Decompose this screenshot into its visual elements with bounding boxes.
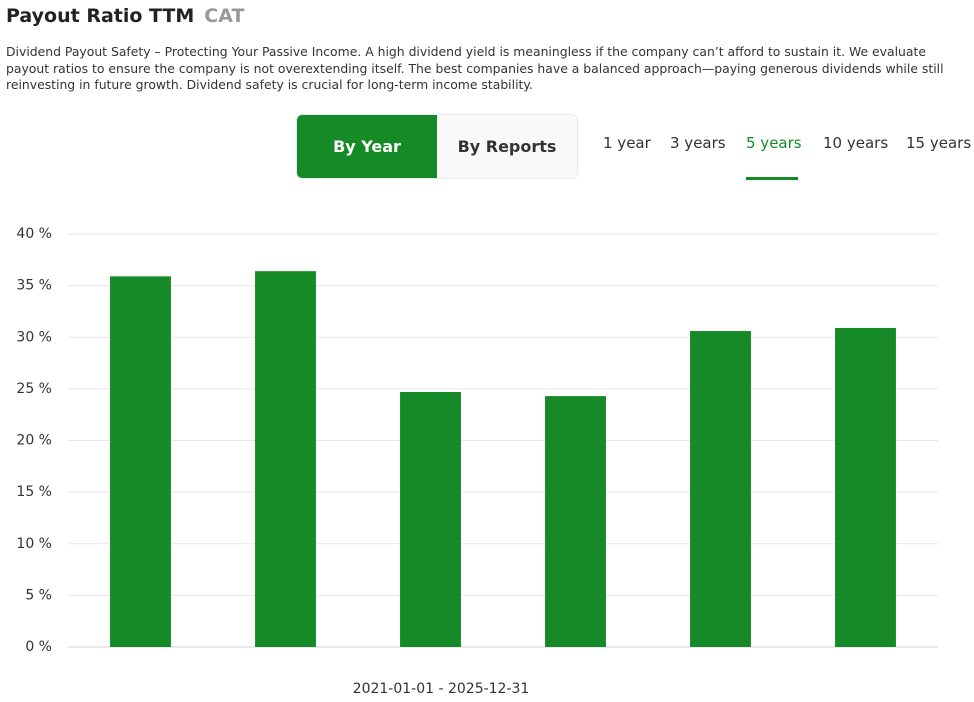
bar <box>400 391 461 647</box>
bar <box>545 396 606 647</box>
x-axis-label: 2021-01-01 - 2025-12-31 <box>353 681 530 697</box>
toggle-button[interactable]: By Reports <box>457 137 557 156</box>
y-tick-label: 10 % <box>16 536 52 552</box>
period-tab[interactable]: 15 years <box>906 134 972 152</box>
y-tick-label: 5 % <box>25 587 52 603</box>
period-tab[interactable]: 5 years <box>746 134 802 152</box>
bar <box>255 271 316 647</box>
y-tick-label: 35 % <box>16 278 52 294</box>
ticker: CAT <box>204 5 245 27</box>
bar <box>110 276 171 647</box>
y-tick-label: 20 % <box>16 433 52 449</box>
title-row: Payout Ratio TTM CAT <box>6 5 244 27</box>
y-tick-label: 25 % <box>16 381 52 397</box>
y-tick-label: 40 % <box>16 226 52 242</box>
toggle: By Year By Reports <box>296 114 578 179</box>
y-tick-label: 30 % <box>16 329 52 345</box>
toggle-button[interactable]: By Year <box>297 115 437 178</box>
period-tab[interactable]: 1 year <box>603 134 651 152</box>
bar <box>835 327 896 647</box>
y-tick-label: 15 % <box>16 484 52 500</box>
period-tab[interactable]: 10 years <box>823 134 889 152</box>
chart: 2021-01-01 - 2025-12-31 0 % 5 % 10 % 15 % 20… <box>16 226 938 697</box>
bar <box>690 331 751 647</box>
title: Payout Ratio TTM <box>6 5 195 27</box>
y-tick-label: 0 % <box>25 639 52 655</box>
period-tab[interactable]: 3 years <box>670 134 726 152</box>
description: Dividend Payout Safety – Protecting Your… <box>6 44 944 92</box>
tab-underline <box>746 177 798 180</box>
